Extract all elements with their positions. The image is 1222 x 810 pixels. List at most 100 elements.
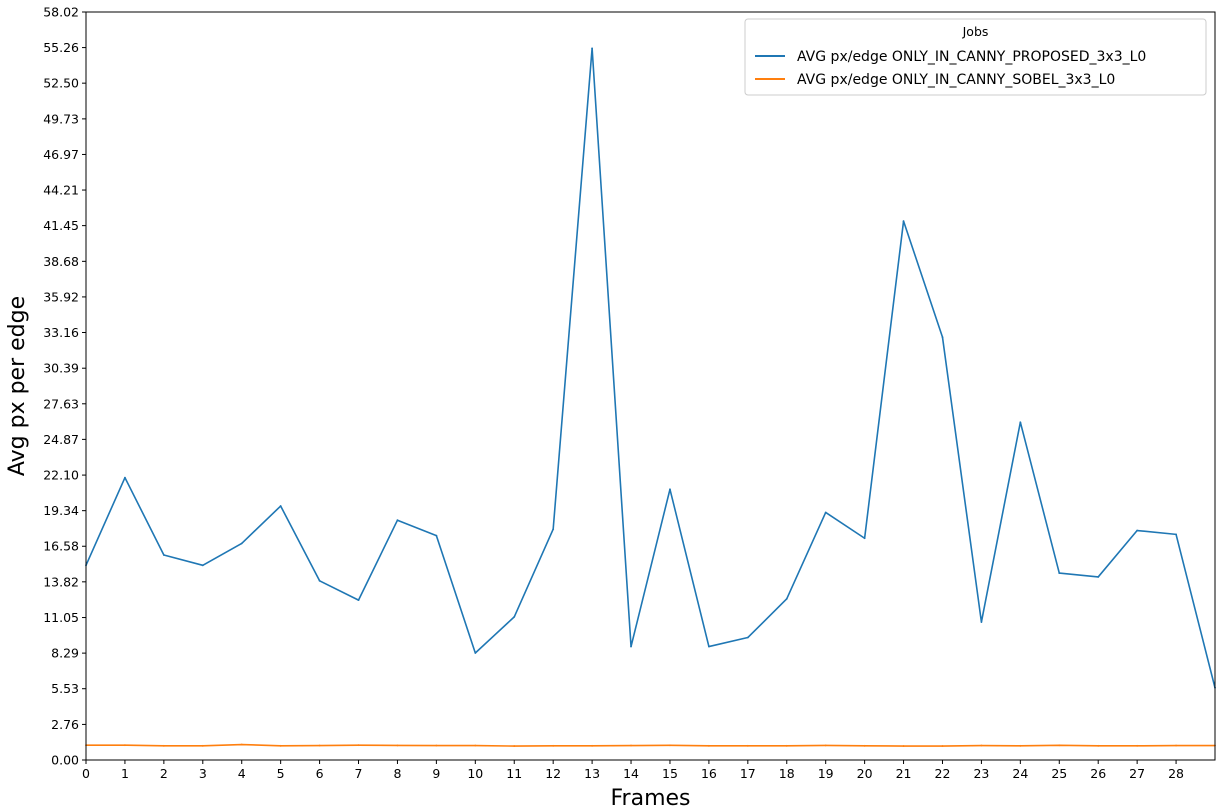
series-1-point	[863, 744, 866, 747]
y-tick-label: 27.63	[43, 396, 79, 411]
series-1-point	[1136, 744, 1139, 747]
x-tick-label: 25	[1051, 766, 1067, 781]
x-tick-label: 11	[506, 766, 522, 781]
series-1-point	[435, 744, 438, 747]
x-tick-label: 15	[662, 766, 678, 781]
series-0-point	[162, 554, 165, 556]
x-tick-label: 13	[584, 766, 600, 781]
series-0-point	[1136, 529, 1139, 532]
x-tick-label: 3	[199, 766, 207, 781]
series-0-point	[1019, 421, 1022, 424]
x-tick-label: 6	[316, 766, 324, 781]
series-0-point	[863, 537, 866, 540]
series-0-point	[941, 336, 944, 339]
series-1-point	[1175, 744, 1177, 747]
series-0-point	[824, 511, 827, 514]
series-1-point	[357, 744, 360, 747]
x-tick-label: 5	[277, 766, 285, 781]
series-1-point	[669, 744, 671, 747]
series-0-point	[318, 579, 321, 582]
series-0-point	[240, 542, 243, 545]
x-tick-label: 20	[857, 766, 873, 781]
x-tick-label: 0	[82, 766, 90, 781]
x-tick-label: 28	[1168, 766, 1184, 781]
series-1-point	[630, 744, 632, 747]
y-tick-label: 13.82	[43, 574, 79, 589]
y-tick-label: 2.76	[51, 717, 79, 732]
y-tick-label: 22.10	[43, 468, 79, 483]
x-tick-label: 12	[545, 766, 561, 781]
series-1-point	[474, 744, 477, 747]
plot-frame	[85, 11, 1216, 761]
series-1-point	[552, 744, 555, 747]
x-tick-label: 1	[121, 766, 129, 781]
series-1-point	[746, 744, 749, 747]
series-0-point	[669, 488, 671, 491]
series-line-0	[85, 47, 1216, 689]
series-1-point	[396, 744, 399, 747]
x-tick-label: 4	[238, 766, 246, 781]
series-0-point	[1097, 576, 1100, 578]
series-1-point	[201, 744, 204, 747]
y-axis-ticks: 0.00 2.76 5.53 8.29 11.05 13.82 16.58 19.34 22.1…	[43, 5, 86, 768]
series-1-point	[785, 744, 788, 747]
x-tick-label: 21	[896, 766, 912, 781]
y-tick-label: 8.29	[51, 646, 79, 661]
x-tick-label: 7	[355, 766, 363, 781]
series-1-point	[591, 744, 594, 747]
series-0-point	[279, 505, 282, 507]
x-axis-ticks: 0 1 2 3 4 5 6 7 8 9 10 11 12 13 14 15 16 17 18 19 20 21 22 23 24…	[82, 760, 1184, 781]
y-tick-label: 5.53	[51, 681, 79, 696]
y-tick-label: 30.39	[43, 361, 79, 376]
series-1-point	[980, 744, 983, 747]
x-tick-label: 10	[467, 766, 483, 781]
series-0-point	[357, 599, 360, 602]
plot-lines	[85, 47, 1216, 747]
y-tick-label: 35.92	[43, 289, 79, 304]
x-tick-label: 17	[740, 766, 756, 781]
series-1-point	[1019, 744, 1022, 747]
y-tick-label: 58.02	[43, 5, 79, 20]
x-tick-label: 26	[1090, 766, 1106, 781]
series-0-point	[1058, 572, 1061, 574]
x-tick-label: 16	[701, 766, 717, 781]
legend-label-1: AVG px/edge ONLY_IN_CANNY_SOBEL_3x3_L0	[797, 72, 1115, 88]
y-tick-label: 24.87	[43, 432, 79, 447]
series-0-point	[980, 621, 983, 623]
series-1-point	[162, 744, 165, 747]
x-tick-label: 27	[1129, 766, 1145, 781]
legend-items: AVG px/edge ONLY_IN_CANNY_PROPOSED_3x3_L…	[755, 49, 1146, 88]
y-tick-label: 11.05	[43, 610, 79, 625]
x-axis-title: Frames	[610, 786, 690, 810]
series-0-point	[124, 476, 126, 479]
series-1-point	[318, 744, 321, 747]
legend-label-0: AVG px/edge ONLY_IN_CANNY_PROPOSED_3x3_L…	[797, 49, 1146, 65]
y-tick-label: 46.97	[43, 147, 79, 162]
series-1-point	[513, 745, 516, 747]
series-0-point	[630, 645, 632, 648]
series-0-point	[396, 519, 399, 522]
y-tick-label: 49.73	[43, 111, 79, 126]
x-tick-label: 22	[935, 766, 951, 781]
x-tick-label: 18	[779, 766, 795, 781]
series-1-point	[1097, 744, 1100, 747]
series-1-point	[707, 744, 710, 747]
x-tick-label: 24	[1012, 766, 1028, 781]
y-tick-label: 52.50	[43, 76, 79, 91]
series-0-point	[552, 528, 555, 531]
series-0-point	[785, 597, 788, 600]
series-1-point	[941, 745, 944, 747]
y-tick-label: 33.16	[43, 325, 79, 340]
series-0-point	[474, 652, 477, 654]
series-0-point	[902, 220, 905, 223]
series-0-point	[746, 636, 749, 639]
y-tick-label: 16.58	[43, 539, 79, 554]
series-1-point	[824, 744, 827, 747]
series-1-point	[279, 744, 282, 747]
series-0-point	[435, 534, 438, 537]
y-tick-label: 38.68	[43, 254, 79, 269]
y-tick-label: 55.26	[43, 40, 79, 55]
y-tick-label: 0.00	[51, 753, 79, 768]
